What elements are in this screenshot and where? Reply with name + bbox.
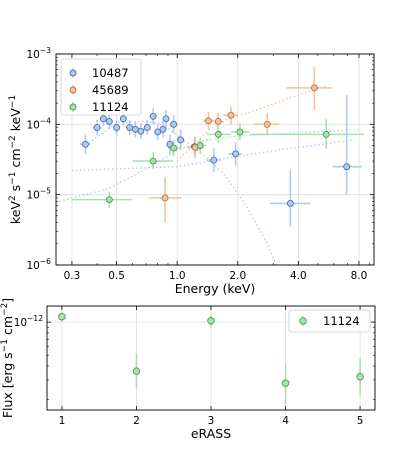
data-point-10487 xyxy=(137,127,145,135)
legend-box xyxy=(60,58,142,116)
data-point-10487 xyxy=(93,124,101,132)
legend-marker-11124 xyxy=(69,103,77,111)
x-tick-label: 8.0 xyxy=(351,270,368,282)
legend-marker-11124 xyxy=(299,317,307,325)
data-point-45689 xyxy=(161,194,169,202)
x-axis-label: eRASS xyxy=(191,426,231,441)
data-point-11124 xyxy=(170,144,178,152)
legend-label-45689: 45689 xyxy=(92,83,129,97)
data-point-11124 xyxy=(149,157,157,165)
x-tick-label: 4 xyxy=(282,415,289,427)
data-point-10487 xyxy=(286,200,294,207)
x-tick-label: 2 xyxy=(133,415,140,427)
x-tick-label: 0.5 xyxy=(108,270,125,282)
legend-label-11124: 11124 xyxy=(92,100,129,114)
data-point-10487 xyxy=(99,115,107,123)
x-tick-label: 5 xyxy=(357,415,364,427)
data-point-10487 xyxy=(143,124,151,132)
data-point-11124 xyxy=(322,130,330,138)
data-point-11124 xyxy=(196,142,204,149)
y-tick-label: 10−5 xyxy=(26,187,51,202)
x-tick-label: 4.0 xyxy=(290,270,307,282)
data-point-11124 xyxy=(132,367,141,375)
bottom-panel: 1 2 3 4 5 10−12 eRASS Flux [erg s−1 cm−2] 11124 xyxy=(0,298,376,441)
data-point-11124 xyxy=(236,128,244,136)
y-axis-label: Flux [erg s−1 cm−2] xyxy=(0,298,15,418)
legend-label-11124: 11124 xyxy=(323,314,360,328)
data-point-11124 xyxy=(281,379,290,387)
data-point-10487 xyxy=(81,140,89,148)
data-point-11124 xyxy=(356,373,364,381)
legend-marker-45689 xyxy=(69,86,77,94)
x-axis-label: Energy (keV) xyxy=(175,281,256,296)
data-point-10487 xyxy=(159,125,167,133)
y-tick-label: 10−6 xyxy=(26,257,51,272)
data-point-10487 xyxy=(119,115,127,123)
x-tick-label: 1.0 xyxy=(169,270,186,282)
y-axis-label: keV2 s−1 cm−2 keV−1 xyxy=(8,95,23,224)
data-point-10487 xyxy=(210,156,218,164)
data-point-11124 xyxy=(207,316,215,325)
x-tick-label: 0.3 xyxy=(64,270,81,282)
data-point-45689 xyxy=(214,117,222,125)
y-tick-label: 10−3 xyxy=(26,46,51,61)
data-point-11124 xyxy=(58,312,66,321)
legend-marker-10487 xyxy=(69,69,77,77)
top-panel: 0.3 0.5 1.0 2.0 4.0 8.0 10−6 10−5 10−4 10−3 Energy… xyxy=(8,46,375,296)
x-tick-label: 1 xyxy=(59,415,66,427)
data-point-10487 xyxy=(149,112,157,120)
data-point-45689 xyxy=(205,117,212,125)
legend-label-10487: 10487 xyxy=(92,66,129,80)
y-tick-label: 10−12 xyxy=(14,314,44,329)
data-point-10487 xyxy=(170,120,178,128)
legend: 10487 45689 11124 xyxy=(60,58,142,116)
data-point-10487 xyxy=(126,124,134,132)
data-point-45689 xyxy=(263,120,271,128)
data-point-10487 xyxy=(232,150,240,158)
data-point-10487 xyxy=(154,128,162,136)
legend: 11124 xyxy=(288,309,371,333)
data-point-10487 xyxy=(343,163,351,171)
data-point-11124 xyxy=(214,130,222,138)
plot-frame xyxy=(55,53,375,266)
data-point-45689 xyxy=(227,111,235,119)
x-tick-label: 2.0 xyxy=(229,270,246,282)
model-curve-10487-b xyxy=(71,139,354,172)
model-curve-10487 xyxy=(85,120,277,266)
data-point-10487 xyxy=(177,136,185,144)
data-point-10487 xyxy=(162,115,170,123)
y-tick-label: 10−4 xyxy=(26,116,51,131)
data-point-11124 xyxy=(105,196,113,204)
data-point-10487 xyxy=(105,117,113,125)
model-curve-11124 xyxy=(59,128,360,203)
legend-box xyxy=(288,309,371,333)
x-tick-label: 3 xyxy=(208,415,215,427)
data-point-45689 xyxy=(310,84,318,92)
data-point-10487 xyxy=(113,124,121,132)
